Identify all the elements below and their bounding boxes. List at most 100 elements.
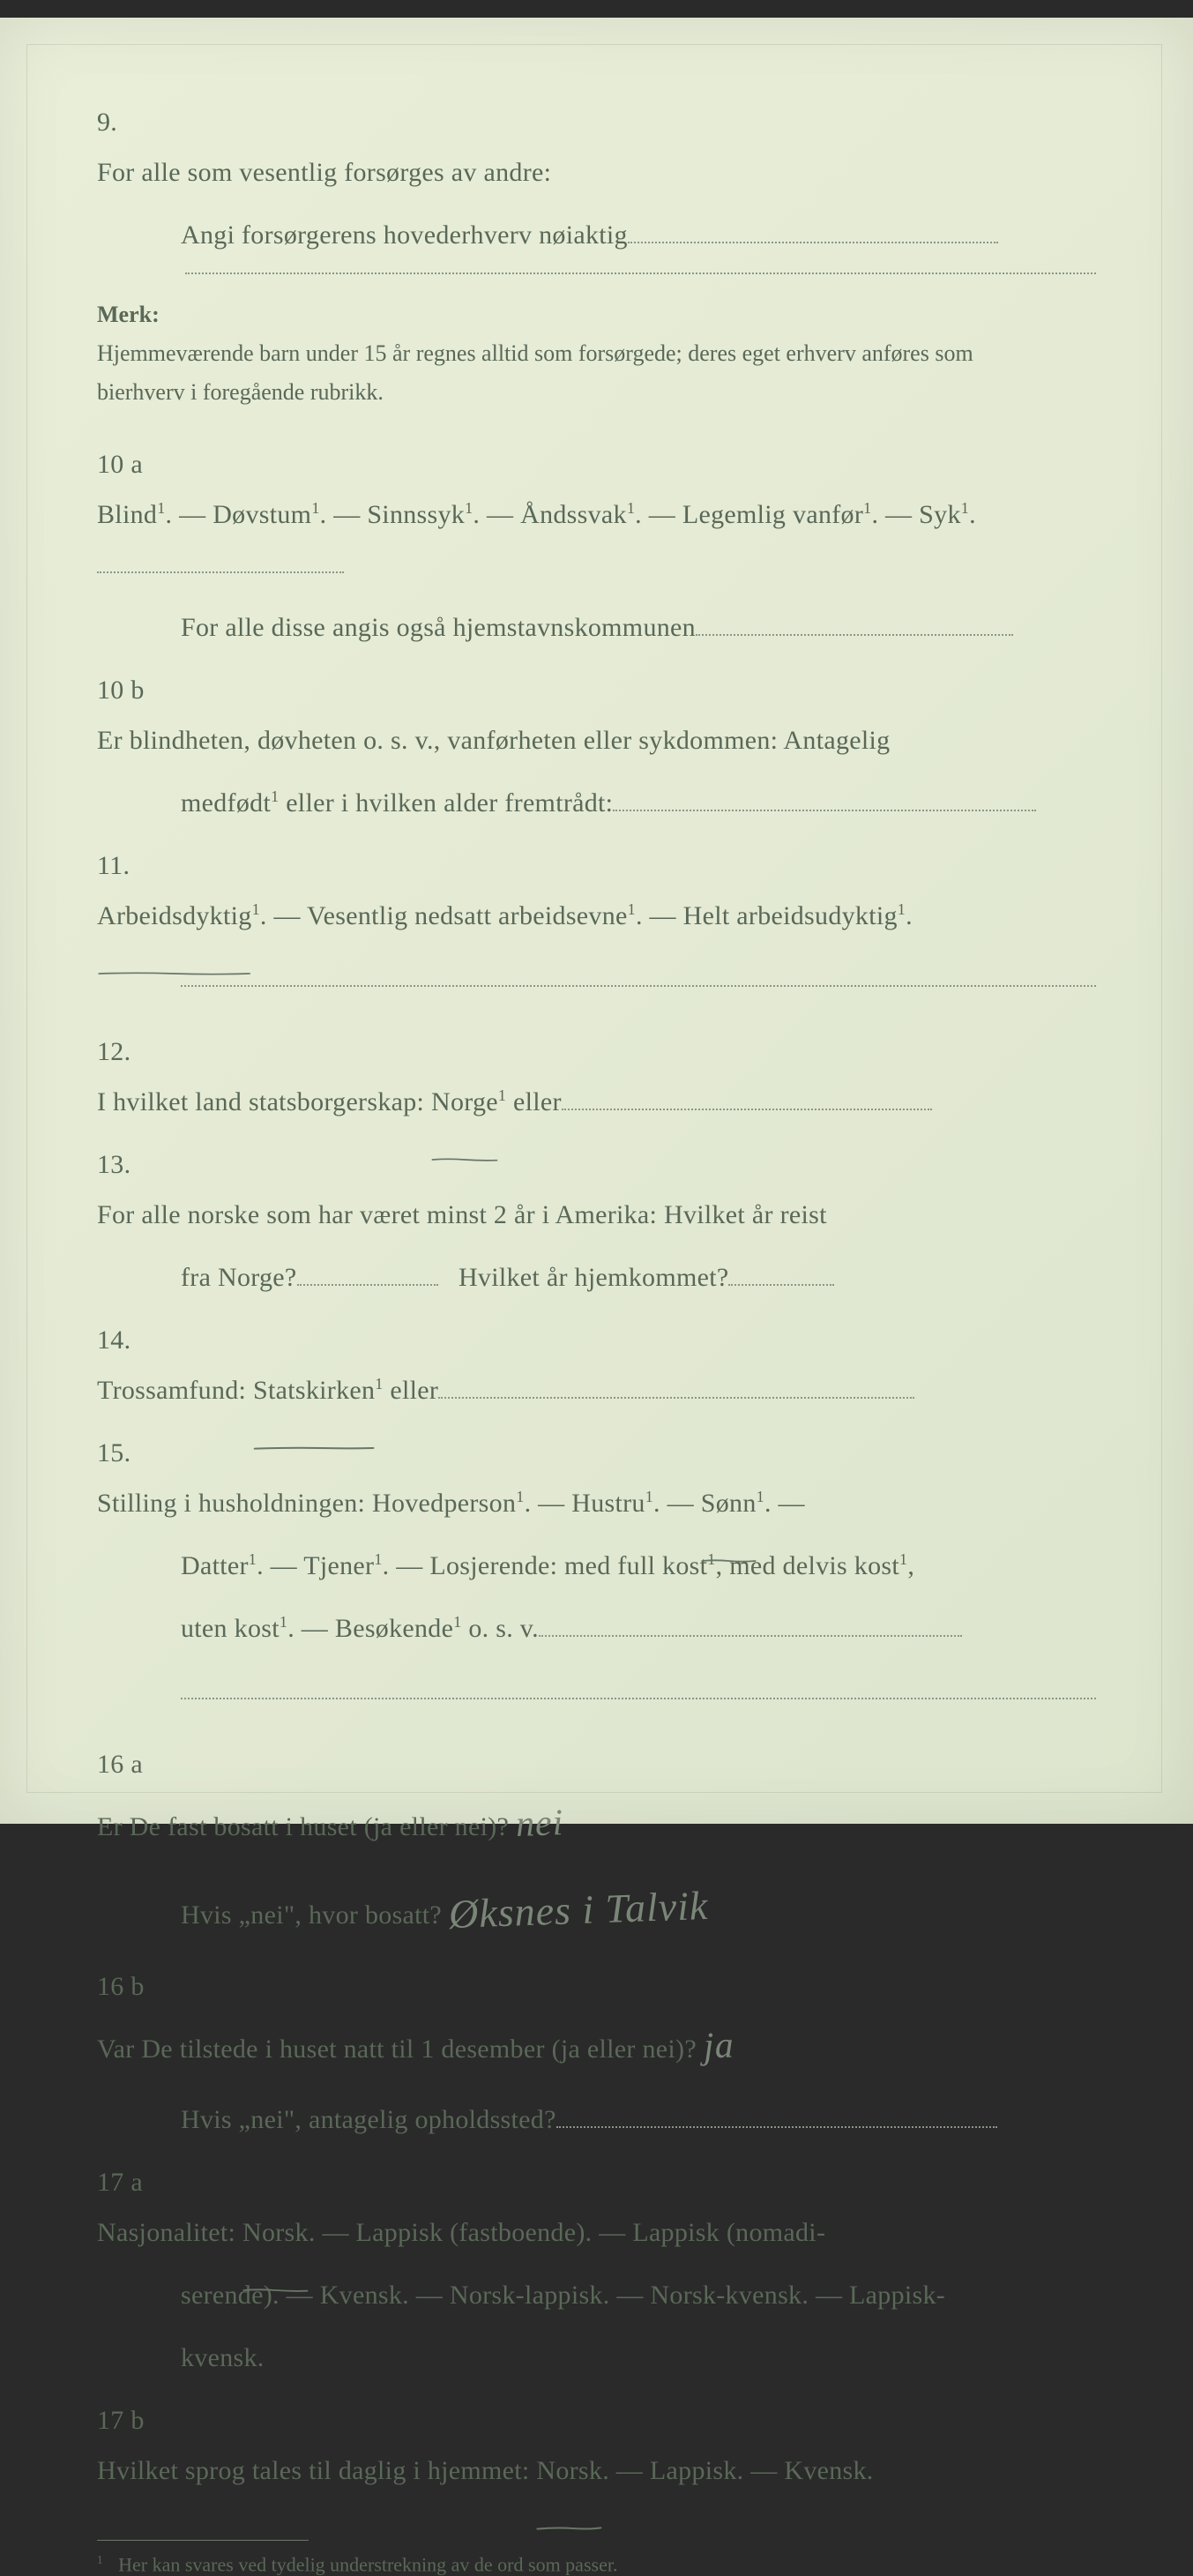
q10a-dot: . bbox=[969, 500, 976, 529]
q17a-line3: kvensk. bbox=[97, 2333, 1096, 2383]
q17a-number: 17 a bbox=[97, 2157, 159, 2207]
q15-besokende: . — Besøkende bbox=[287, 1614, 453, 1643]
question-11: 11. Arbeidsdyktig 1. — Vesentlig nedsatt… bbox=[97, 840, 1096, 941]
q16b-q1: Var De tilstede i huset natt til 1 desem… bbox=[97, 2035, 697, 2064]
q16b-content: Var De tilstede i huset natt til 1 desem… bbox=[97, 2012, 1030, 2082]
q11-blank bbox=[181, 958, 1096, 987]
question-10a: 10 a Blind1. — Døvstum1. — Sinnssyk1. — … bbox=[97, 439, 1096, 590]
question-9: 9. For alle som vesentlig forsørges av a… bbox=[97, 97, 1096, 198]
q16b-q2: Hvis „nei", antagelig opholdssted? bbox=[181, 2105, 556, 2134]
q16b-line2-row: Hvis „nei", antagelig opholdssted? bbox=[97, 2094, 1096, 2145]
q14-statskirken: Statskirken bbox=[253, 1365, 375, 1415]
footnote-text: Her kan svares ved tydelig understreknin… bbox=[118, 2553, 617, 2575]
q10a-blank2 bbox=[696, 607, 1013, 636]
q10a-andssvak: . — Åndssvak bbox=[473, 500, 626, 529]
q14-post: eller bbox=[384, 1376, 439, 1405]
q15-pre: Stilling i husholdningen: Hovedperson bbox=[97, 1489, 516, 1518]
question-14: 14. Trossamfund: Statskirken 1 eller bbox=[97, 1315, 1096, 1415]
q9-blank bbox=[628, 214, 998, 243]
q14-blank bbox=[438, 1370, 914, 1399]
merk-label: Merk: bbox=[97, 295, 185, 334]
q15-utenkost: uten kost bbox=[181, 1614, 280, 1643]
q15-sonn: Sønn bbox=[701, 1478, 757, 1528]
q10a-line3-row: For alle disse angis også hjemstavnskomm… bbox=[97, 602, 1096, 653]
q15-hustru: . — Hustru bbox=[525, 1489, 645, 1518]
q17b-norsk: Norsk bbox=[536, 2445, 602, 2496]
q14-content: Trossamfund: Statskirken 1 eller bbox=[97, 1365, 1030, 1415]
q13-fra-norge: fra Norge? bbox=[181, 1263, 297, 1292]
q11-number: 11. bbox=[97, 840, 159, 891]
q12-post: eller bbox=[506, 1087, 562, 1116]
q13-hjemkommet: Hvilket år hjemkommet? bbox=[459, 1263, 729, 1292]
q12-pre: I hvilket land statsborgerskap: bbox=[97, 1087, 431, 1116]
q16b-number: 16 b bbox=[97, 1961, 159, 2012]
q14-number: 14. bbox=[97, 1315, 159, 1365]
footnote: 1 Her kan svares ved tydelig understrekn… bbox=[97, 2553, 1096, 2576]
question-10b: 10 b Er blindheten, døvheten o. s. v., v… bbox=[97, 665, 1096, 765]
question-17b: 17 b Hvilket sprog tales til daglig i hj… bbox=[97, 2395, 1096, 2496]
q10b-post: eller i hvilken alder fremtrådt: bbox=[279, 788, 613, 818]
q10a-vanfor: . — Legemlig vanfør bbox=[635, 500, 863, 529]
q15-datter: Datter bbox=[181, 1551, 249, 1580]
q13-blank1 bbox=[297, 1257, 438, 1286]
q15-blank bbox=[539, 1608, 962, 1637]
q12-content: I hvilket land statsborgerskap: Norge 1 … bbox=[97, 1077, 1030, 1127]
q10b-line1: Er blindheten, døvheten o. s. v., vanfør… bbox=[97, 715, 1030, 765]
q15-blank-row bbox=[97, 1666, 1096, 1716]
q10a-blank bbox=[97, 544, 344, 573]
q16b-blank bbox=[556, 2099, 997, 2128]
q13-number: 13. bbox=[97, 1139, 159, 1190]
q16a-q1: Er De fast bosatt i huset (ja eller nei)… bbox=[97, 1812, 509, 1841]
q16a-q2: Hvis „nei", hvor bosatt? bbox=[181, 1900, 442, 1930]
question-16b: 16 b Var De tilstede i huset natt til 1 … bbox=[97, 1961, 1096, 2082]
q15-delviskost: , med delvis kost bbox=[716, 1551, 899, 1580]
q11-mid: . — Vesentlig nedsatt arbeidsevne bbox=[260, 901, 628, 930]
q9-line1: For alle som vesentlig forsørges av andr… bbox=[97, 147, 1030, 198]
q10a-blind: Blind bbox=[97, 500, 157, 529]
q15-line1: Stilling i husholdningen: Hovedperson1. … bbox=[97, 1478, 1030, 1528]
q17b-pre: Hvilket sprog tales til daglig i hjemmet… bbox=[97, 2456, 536, 2485]
q10a-line3: For alle disse angis også hjemstavnskomm… bbox=[181, 613, 696, 642]
q17b-rest: . — Lappisk. — Kvensk. bbox=[602, 2456, 873, 2485]
merk-text: Hjemmeværende barn under 15 år regnes al… bbox=[97, 334, 1003, 412]
q13-line1: For alle norske som har været minst 2 år… bbox=[97, 1190, 1030, 1240]
question-12: 12. I hvilket land statsborgerskap: Norg… bbox=[97, 1027, 1096, 1127]
q17a-rest: . — Lappisk (fastboende). — Lappisk (nom… bbox=[309, 2218, 825, 2247]
question-17a: 17 a Nasjonalitet: Norsk . — Lappisk (fa… bbox=[97, 2157, 1096, 2258]
q11-arbeidsdyktig: Arbeidsdyktig bbox=[97, 891, 252, 941]
q16a-answer2: Øksnes i Talvik bbox=[447, 1867, 709, 1953]
q12-norge: Norge bbox=[431, 1077, 498, 1127]
q10b-line2-row: medfødt1 eller i hvilken alder fremtrådt… bbox=[97, 778, 1096, 828]
q14-pre: Trossamfund: bbox=[97, 1376, 253, 1405]
q12-number: 12. bbox=[97, 1027, 159, 1077]
q17a-content: Nasjonalitet: Norsk . — Lappisk (fastboe… bbox=[97, 2207, 1030, 2258]
q16a-answer1: nei bbox=[515, 1788, 565, 1861]
question-16a: 16 a Er De fast bosatt i huset (ja eller… bbox=[97, 1739, 1096, 1860]
q10b-number: 10 b bbox=[97, 665, 159, 715]
q15-tjener: . — Tjener bbox=[257, 1551, 374, 1580]
q15-fullkost: . — Losjerende: med full kost bbox=[383, 1551, 708, 1580]
q16b-answer1: ja bbox=[702, 2011, 734, 2082]
q9-line2: Angi forsørgerens hovederhverv nøiaktig bbox=[181, 220, 628, 250]
q13-line2-row: fra Norge? Hvilket år hjemkommet? bbox=[97, 1252, 1096, 1303]
q16a-content: Er De fast bosatt i huset (ja eller nei)… bbox=[97, 1789, 1030, 1860]
q17a-pre: Nasjonalitet: bbox=[97, 2218, 242, 2247]
q12-blank bbox=[562, 1081, 932, 1110]
merk-note: Merk: Hjemmeværende barn under 15 år reg… bbox=[97, 295, 1096, 413]
q13-blank2 bbox=[728, 1257, 834, 1286]
q10a-dovstum: . — Døvstum bbox=[166, 500, 312, 529]
q15-line3-row: uten kost1. — Besøkende1 o. s. v. bbox=[97, 1603, 1096, 1654]
q9-number: 9. bbox=[97, 97, 159, 147]
q17a-norsk: Norsk bbox=[242, 2207, 309, 2258]
q10b-medfodt: medfødt bbox=[181, 788, 271, 818]
q17a-line2: serende). — Kvensk. — Norsk-lappisk. — N… bbox=[97, 2270, 1096, 2320]
question-15: 15. Stilling i husholdningen: Hovedperso… bbox=[97, 1428, 1096, 1528]
q15-blank2 bbox=[181, 1670, 1096, 1699]
q10a-sinnssyk: . — Sinnssyk bbox=[320, 500, 465, 529]
footnote-rule bbox=[97, 2540, 309, 2541]
q9-line2-row: Angi forsørgerens hovederhverv nøiaktig bbox=[97, 210, 1096, 260]
q10a-content: Blind1. — Døvstum1. — Sinnssyk1. — Åndss… bbox=[97, 489, 1030, 590]
q15-osv: o. s. v. bbox=[462, 1614, 539, 1643]
footnote-marker: 1 bbox=[97, 2553, 103, 2566]
q11-content: Arbeidsdyktig 1. — Vesentlig nedsatt arb… bbox=[97, 891, 1030, 941]
